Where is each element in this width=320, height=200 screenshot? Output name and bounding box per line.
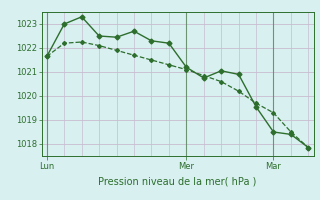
X-axis label: Pression niveau de la mer( hPa ): Pression niveau de la mer( hPa ): [99, 176, 257, 186]
